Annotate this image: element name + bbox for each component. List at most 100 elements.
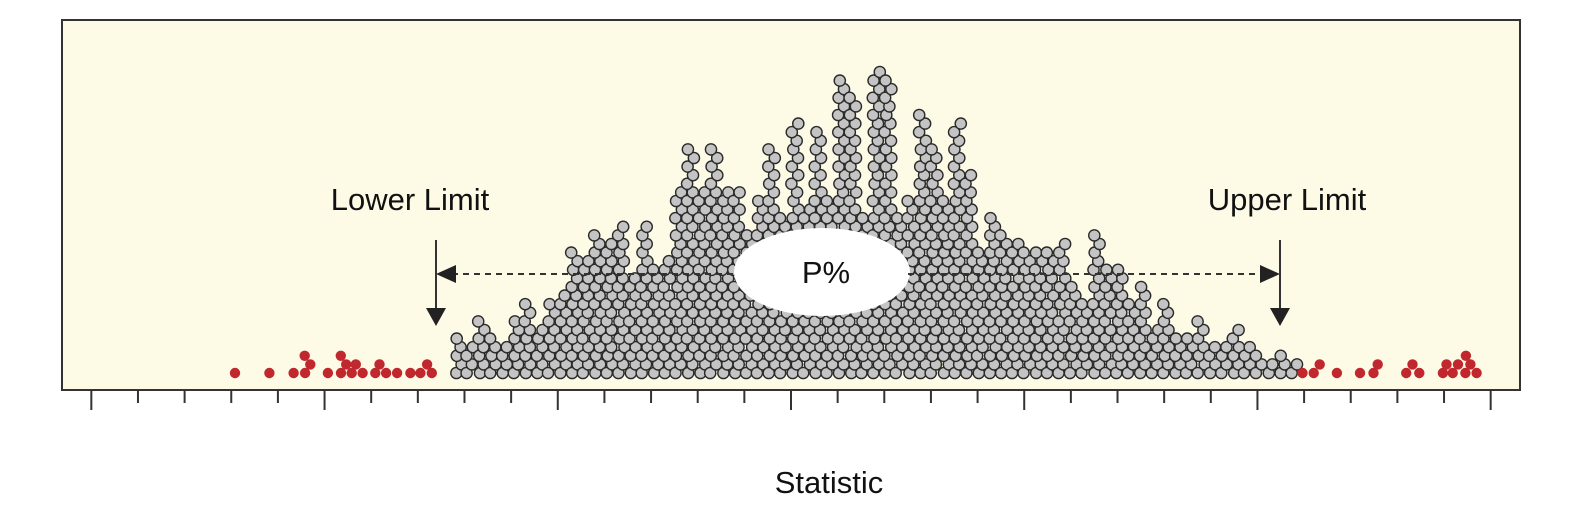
dot-inside-interval	[936, 194, 950, 208]
dot-inside-interval	[1122, 315, 1135, 328]
dot-outside-interval	[391, 367, 403, 379]
dot-inside-interval	[1058, 237, 1072, 251]
dot-inside-interval	[912, 280, 926, 294]
dot-inside-interval	[733, 186, 746, 199]
dot-inside-interval	[878, 91, 892, 105]
dot-inside-interval	[1088, 229, 1101, 242]
dot-inside-interval	[1111, 263, 1125, 277]
dot-inside-interval	[681, 160, 694, 173]
dot-outside-interval	[346, 367, 357, 379]
dot-inside-interval	[889, 332, 903, 345]
dot-inside-interval	[791, 168, 805, 182]
dot-inside-interval	[703, 366, 717, 380]
dot-inside-interval	[953, 237, 966, 251]
dot-inside-interval	[790, 186, 804, 199]
dot-inside-interval	[692, 211, 706, 225]
dot-inside-interval	[947, 229, 961, 242]
dot-outside-interval	[1452, 359, 1464, 370]
dot-inside-interval	[1065, 280, 1078, 294]
dot-outside-interval	[341, 359, 352, 370]
dot-inside-interval	[1134, 280, 1148, 294]
dot-inside-interval	[762, 143, 775, 156]
dot-inside-interval	[564, 246, 578, 259]
dot-inside-interval	[901, 194, 915, 208]
dot-inside-interval	[901, 315, 915, 328]
dot-inside-interval	[576, 332, 589, 345]
dot-inside-interval	[1169, 332, 1183, 345]
dot-outside-interval	[1368, 367, 1379, 379]
dot-inside-interval	[587, 229, 601, 242]
dot-inside-interval	[964, 168, 978, 182]
dot-inside-interval	[879, 74, 892, 87]
dot-inside-interval	[767, 168, 781, 182]
dot-inside-interval	[483, 332, 497, 345]
dot-inside-interval	[582, 254, 595, 268]
dot-inside-interval	[925, 143, 938, 156]
dot-inside-interval	[936, 280, 949, 294]
dot-inside-interval	[680, 315, 694, 328]
dot-inside-interval	[542, 315, 556, 328]
dot-inside-interval	[919, 134, 933, 148]
dot-inside-interval	[727, 246, 741, 259]
dot-inside-interval	[530, 349, 544, 363]
dot-inside-interval	[1249, 349, 1263, 363]
dot-inside-interval	[833, 74, 847, 87]
dot-outside-interval	[350, 359, 361, 370]
dot-inside-interval	[1040, 246, 1054, 259]
dot-inside-interval	[1092, 272, 1106, 285]
dot-inside-interval	[984, 211, 997, 225]
dot-inside-interval	[1029, 246, 1043, 259]
dot-inside-interval	[1098, 315, 1112, 328]
dot-inside-interval	[715, 280, 729, 294]
dot-inside-interval	[1018, 315, 1031, 328]
dot-inside-interval	[705, 160, 718, 173]
dot-inside-interval	[918, 117, 932, 130]
dot-inside-interval	[884, 186, 898, 199]
dot-inside-interval	[924, 194, 937, 208]
dot-inside-interval	[879, 177, 892, 191]
dot-inside-interval	[750, 349, 764, 363]
dot-inside-interval	[634, 280, 648, 294]
dot-inside-interval	[796, 366, 810, 380]
dot-outside-interval	[421, 359, 433, 370]
dot-outside-interval	[1308, 367, 1319, 379]
dot-inside-interval	[785, 125, 799, 139]
dot-inside-interval	[1028, 263, 1042, 277]
dot-inside-interval	[947, 315, 961, 328]
dot-inside-interval	[866, 194, 880, 208]
x-axis-label: Statistic	[775, 465, 884, 500]
dot-inside-interval	[925, 229, 938, 242]
dot-inside-interval	[680, 332, 694, 345]
dot-outside-interval	[264, 367, 275, 379]
dot-outside-interval	[374, 359, 385, 370]
x-axis-ticks	[90, 391, 1492, 410]
interval-arrow-right-icon	[1260, 265, 1280, 283]
dot-inside-interval	[977, 306, 990, 320]
dot-inside-interval	[931, 168, 944, 182]
dot-inside-interval	[548, 323, 561, 337]
dot-inside-interval	[450, 332, 464, 345]
dot-inside-interval	[460, 349, 473, 363]
dot-inside-interval	[1059, 272, 1072, 285]
dot-inside-interval	[704, 143, 718, 156]
dot-inside-interval	[960, 263, 973, 277]
dot-inside-interval	[1063, 315, 1076, 328]
dot-inside-interval	[657, 280, 671, 294]
dot-inside-interval	[1133, 332, 1146, 345]
dot-inside-interval	[832, 211, 845, 225]
dot-inside-interval	[640, 220, 654, 234]
dot-inside-interval	[994, 332, 1007, 345]
dot-inside-interval	[785, 177, 798, 191]
dot-inside-interval	[785, 160, 799, 173]
dot-inside-interval	[1180, 349, 1193, 363]
dot-inside-interval	[873, 65, 887, 79]
dot-inside-interval	[1006, 280, 1020, 294]
dot-outside-interval	[1437, 367, 1449, 379]
dot-inside-interval	[1017, 246, 1030, 259]
dot-inside-interval	[884, 203, 898, 216]
dot-inside-interval	[762, 160, 775, 173]
dot-inside-interval	[733, 203, 746, 216]
dot-outside-interval	[299, 350, 310, 361]
dot-outside-interval	[1297, 367, 1308, 379]
